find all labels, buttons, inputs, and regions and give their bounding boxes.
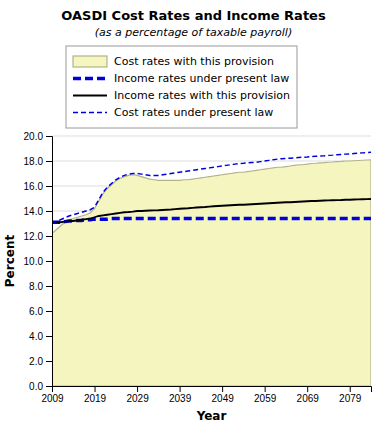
grid: [52, 136, 371, 386]
x-tick-mark: [137, 386, 138, 392]
y-tick: 10.0: [24, 256, 52, 267]
plot: 2009 2019 2029 2039 2049 2059 2069 2079 0.0 2.0 4.…: [24, 131, 372, 404]
y-tick-mark: [46, 186, 52, 187]
x-tick: 2019: [84, 386, 107, 404]
x-axis: 2009 2019 2029 2039 2049 2059 2069 2079: [41, 386, 371, 404]
x-tick: 2029: [126, 386, 149, 404]
y-tick-label: 18.0: [24, 156, 44, 167]
x-axis-line: [53, 387, 372, 393]
legend-entry: Income rates under present law: [73, 72, 289, 85]
legend-label: Cost rates under present law: [114, 106, 273, 119]
y-tick-mark: [46, 261, 52, 262]
grid-line: [52, 136, 371, 137]
y-tick: 8.0: [29, 281, 52, 292]
y-tick-mark: [46, 311, 52, 312]
y-tick-label: 8.0: [29, 281, 43, 292]
y-tick: 4.0: [29, 331, 52, 342]
y-tick: 18.0: [24, 156, 52, 167]
y-tick-label: 14.0: [24, 206, 44, 217]
y-tick-label: 16.0: [24, 181, 44, 192]
y-tick-mark: [46, 286, 52, 287]
y-tick-label: 2.0: [29, 356, 43, 367]
y-axis-line: [46, 137, 53, 387]
x-axis-title: Year: [196, 409, 227, 423]
x-tick: 2079: [339, 386, 362, 404]
grid-line: [52, 161, 371, 162]
legend-swatch: [73, 95, 107, 97]
y-tick: 14.0: [24, 206, 52, 217]
y-tick: 2.0: [29, 356, 52, 367]
y-tick-mark: [46, 336, 52, 337]
x-tick-mark: [307, 386, 308, 392]
y-tick-label: 12.0: [24, 231, 44, 242]
legend-label: Income rates with this provision: [114, 89, 290, 102]
y-axis-title: Percent: [3, 235, 17, 288]
area: [52, 160, 371, 386]
title: OASDI Cost Rates and Income Rates: [61, 8, 326, 23]
x-tick-mark: [222, 386, 223, 392]
y-tick-mark: [46, 386, 52, 387]
legend-entry: Cost rates with this provision: [73, 55, 274, 68]
y-tick: 0.0: [29, 381, 52, 392]
x-tick-label: 2009: [41, 393, 64, 404]
y-tick-mark: [46, 161, 52, 162]
line: [52, 152, 371, 223]
x-tick: 2039: [169, 386, 192, 404]
y-tick: 6.0: [29, 306, 52, 317]
line: [52, 199, 371, 222]
legend-label: Cost rates with this provision: [114, 55, 274, 68]
x-tick: 2059: [254, 386, 277, 404]
x-tick-label: 2049: [212, 393, 235, 404]
x-tick-mark: [180, 386, 181, 392]
x-tick: 2009: [41, 386, 64, 404]
legend-frame: [66, 46, 297, 128]
y-tick-mark: [46, 236, 52, 237]
legend-swatch: [73, 112, 107, 114]
y-tick-label: 4.0: [29, 331, 43, 342]
x-tick-label: 2019: [84, 393, 107, 404]
x-tick-label: 2079: [339, 393, 362, 404]
y-tick-mark: [46, 361, 52, 362]
x-tick-mark: [265, 386, 266, 392]
legend-swatch: [73, 77, 107, 81]
y-tick-label: 6.0: [29, 306, 43, 317]
y-tick-mark: [46, 136, 52, 137]
x-tick-mark: [350, 386, 351, 392]
x-tick-label: 2069: [297, 393, 320, 404]
legend-swatch: [73, 56, 107, 67]
line: [52, 219, 371, 223]
legend-entry: Cost rates under present law: [73, 106, 273, 119]
legend: Cost rates with this provision Income rat…: [66, 46, 297, 128]
subtitle: (as a percentage of taxable payroll): [95, 26, 292, 39]
y-tick-label: 0.0: [29, 381, 43, 392]
x-tick-label: 2059: [254, 393, 277, 404]
legend-label: Income rates under present law: [114, 72, 289, 85]
marks: [52, 152, 371, 386]
y-axis: 0.0 2.0 4.0 6.0 8.0 10.0 12.0 14.0 16.0 18.0 20.0: [24, 131, 53, 392]
x-tick: 2069: [297, 386, 320, 404]
y-tick-label: 10.0: [24, 256, 44, 267]
x-tick-label: 2039: [169, 393, 192, 404]
y-tick-label: 20.0: [24, 131, 44, 142]
x-tick-mark: [95, 386, 96, 392]
y-tick: 20.0: [24, 131, 52, 142]
legend-entry: Income rates with this provision: [73, 89, 290, 102]
y-tick: 12.0: [24, 231, 52, 242]
x-tick: 2049: [212, 386, 235, 404]
y-tick: 16.0: [24, 181, 52, 192]
y-tick-mark: [46, 211, 52, 212]
x-tick-label: 2029: [126, 393, 149, 404]
chart: OASDI Cost Rates and Income Rates (as a p…: [0, 0, 387, 430]
